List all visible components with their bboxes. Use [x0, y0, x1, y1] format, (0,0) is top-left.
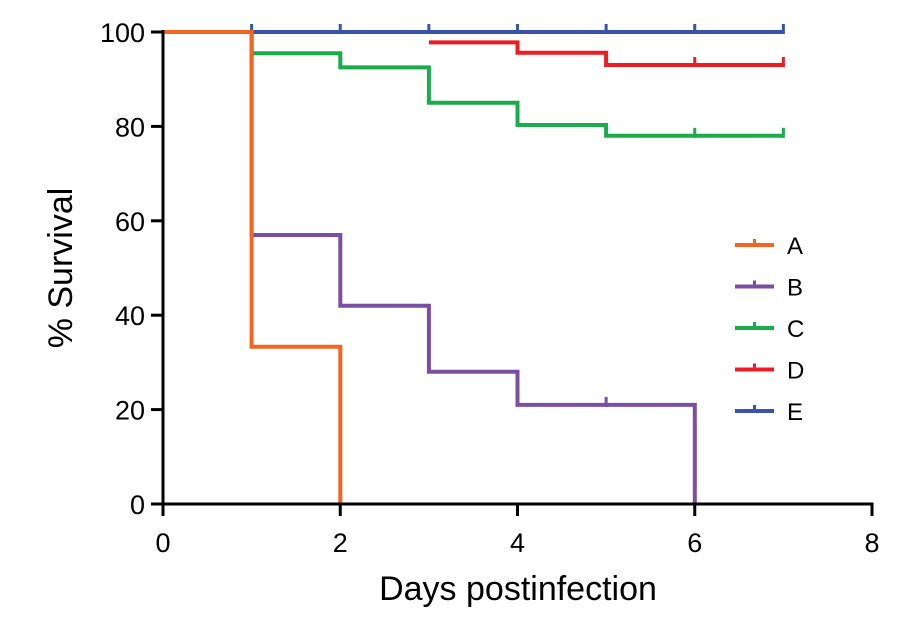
- y-tick-label-80: 80: [115, 112, 145, 142]
- legend-label-c: C: [787, 316, 804, 343]
- x-tick-label-8: 8: [864, 528, 879, 558]
- y-tick-label-60: 60: [115, 207, 145, 237]
- series-line-d: [428, 40, 784, 67]
- x-axis-title: Days postinfection: [379, 570, 657, 608]
- series-line-c: [163, 30, 784, 138]
- y-tick-label-0: 0: [130, 490, 145, 520]
- x-tick-label-6: 6: [687, 528, 702, 558]
- y-tick-label-40: 40: [115, 301, 145, 331]
- legend-label-d: D: [787, 358, 804, 385]
- y-tick-label-20: 20: [115, 396, 145, 426]
- series-line-a: [163, 30, 343, 504]
- x-tick-label-2: 2: [333, 528, 348, 558]
- legend-label-e: E: [787, 399, 803, 426]
- legend-label-b: B: [787, 275, 803, 302]
- x-tick-label-0: 0: [155, 528, 170, 558]
- series-layer: [163, 24, 785, 504]
- legend-label-a: A: [787, 233, 803, 260]
- y-axis-title: % Survival: [42, 188, 80, 349]
- y-tick-label-100: 100: [100, 18, 145, 48]
- x-tick-label-4: 4: [510, 528, 525, 558]
